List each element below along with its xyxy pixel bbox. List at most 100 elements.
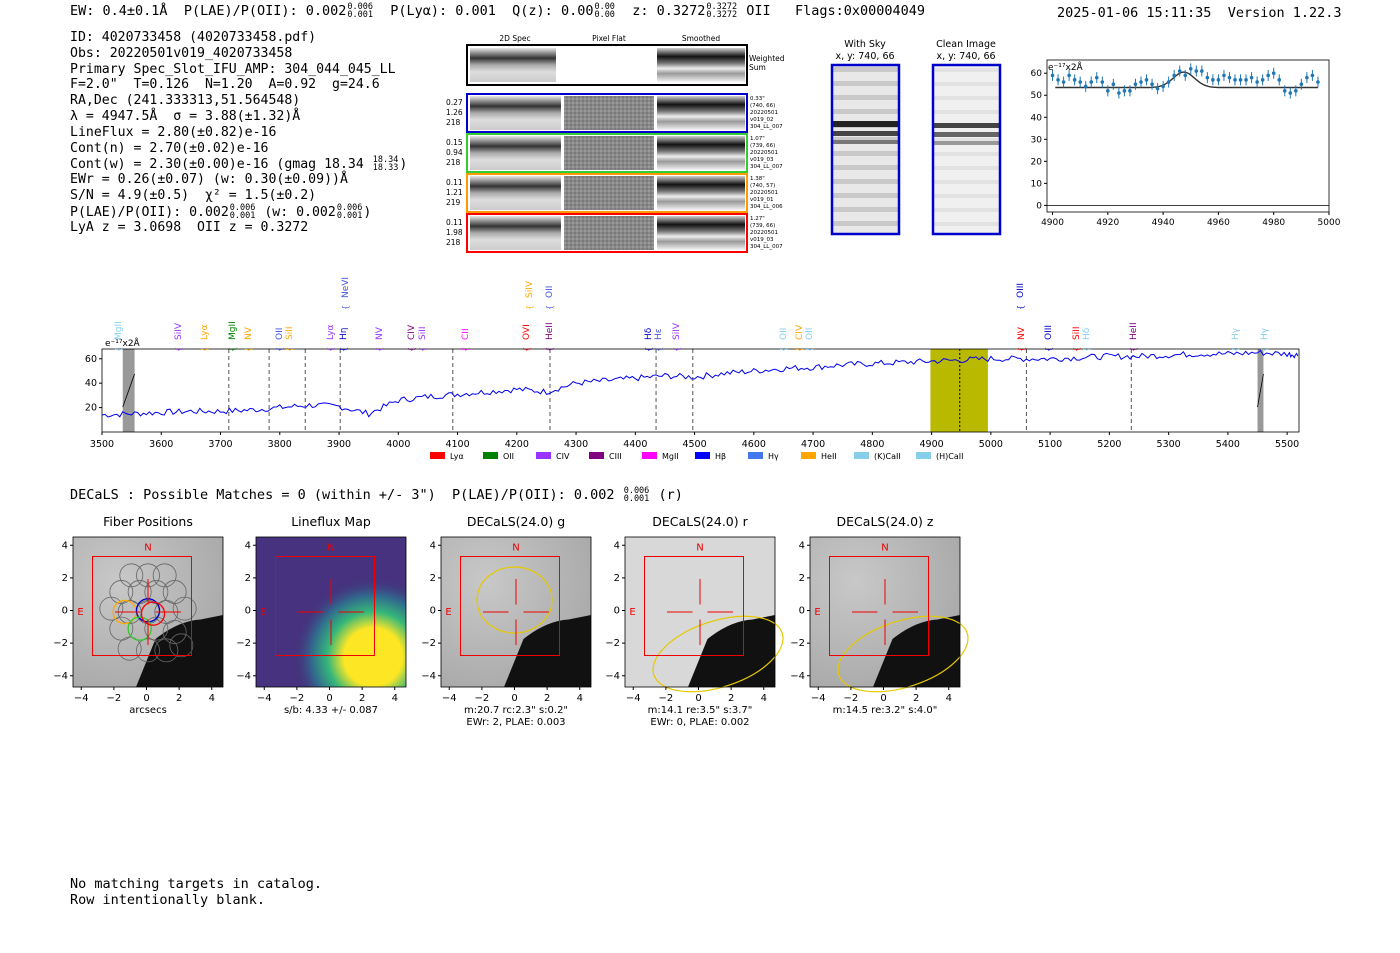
- zoom-point: [1106, 89, 1110, 93]
- fiber-highlight: [127, 616, 152, 641]
- cutout-left-label: 218: [446, 238, 461, 247]
- panel-frame: [72, 536, 224, 688]
- legend-swatch: [589, 452, 604, 459]
- with-sky-frame: [830, 63, 901, 236]
- legend-swatch: [483, 452, 498, 459]
- panel-title: DECaLS(24.0) z: [837, 514, 934, 529]
- east-label: E: [445, 607, 451, 618]
- line-label-upper: OIII: [1016, 283, 1026, 298]
- panel-xtick-label: −4: [442, 693, 457, 704]
- spectrum-xtick-label: 3500: [90, 439, 114, 450]
- legend-label: (H)CaII: [936, 452, 963, 461]
- line-bracket: {: [285, 347, 294, 352]
- footer-line1: No matching targets in catalog.: [70, 876, 322, 892]
- legend-label: HeII: [821, 452, 837, 461]
- zoom-point: [1094, 75, 1099, 80]
- panel-title: Lineflux Map: [291, 514, 371, 529]
- cutout-2d: [470, 136, 561, 170]
- cutout-pixel-flat: [564, 176, 654, 210]
- panel-xtick-label: 2: [544, 693, 550, 704]
- panel-xtick-label: 0: [326, 693, 332, 704]
- panel-ytick-label: 0: [245, 606, 251, 617]
- z-hi: 0.3272: [706, 2, 738, 12]
- legend-swatch: [536, 452, 551, 459]
- line-label-lower: MgII: [228, 321, 238, 340]
- info-plae: P(LAE)/P(OII): 0.002 0.006 0.001 (w: 0.002…: [70, 202, 372, 221]
- panel-xtick-label: 4: [392, 693, 398, 704]
- col-2d-spec: 2D Spec: [499, 34, 530, 43]
- line-bracket: {: [244, 347, 253, 352]
- panel-ytick-label: 2: [799, 573, 805, 584]
- with-sky-xy: x, y: 740, 66: [835, 51, 894, 62]
- panel-ytick-label: 4: [614, 540, 620, 551]
- spectrum-unit: e⁻¹⁷x2Å: [105, 337, 141, 349]
- panel-xtick-label: 0: [511, 693, 517, 704]
- cutout-right-label: 1.38": [750, 176, 765, 182]
- lineflux-glow: [256, 537, 406, 687]
- cutout-right-label: v019_03: [750, 157, 774, 163]
- legend-swatch: [642, 452, 657, 459]
- line-bracket: {: [779, 347, 788, 352]
- sky-stamps: With Sky x, y: 740, 66 Clean Image x, y:…: [830, 39, 1002, 236]
- zoom-point: [1056, 78, 1060, 82]
- panel-ytick-label: −2: [421, 638, 436, 649]
- fit-window: [930, 349, 988, 432]
- east-label: E: [260, 607, 266, 618]
- panel-ytick-label: 2: [430, 573, 436, 584]
- line-bracket: {: [654, 347, 663, 352]
- line-bracket: {: [228, 347, 237, 352]
- cutout-right-label: (740, 66): [750, 103, 775, 109]
- fiber-circle: [169, 633, 194, 658]
- panel-xtick-label: 4: [946, 693, 952, 704]
- cont-w-lo: 18.33: [372, 163, 399, 174]
- plae-header: P(LAE)/P(OII): 0.002: [183, 3, 347, 19]
- z-line: OII: [746, 3, 771, 19]
- legend-swatch: [854, 452, 869, 459]
- line-label-lower: Hδ: [1082, 327, 1092, 340]
- cutout-right-label: 304_LL_007: [750, 124, 783, 130]
- panel-ytick-label: 4: [430, 540, 436, 551]
- spectrum-xtick-label: 5500: [1275, 439, 1299, 450]
- clean-image-title: Clean Image: [936, 39, 996, 50]
- cutout-left-label: 1.26: [446, 108, 463, 117]
- zoom-xtick-label: 4980: [1262, 218, 1285, 228]
- zoom-point: [1139, 80, 1143, 84]
- cutout-left-label: 0.11: [446, 218, 463, 227]
- zoom-point: [1183, 73, 1188, 78]
- panel-xtick-label: 0: [695, 693, 701, 704]
- plae-text: P(LAE)/P(OII): 0.002: [70, 204, 229, 220]
- clean-image-xy: x, y: 740, 66: [936, 51, 995, 62]
- info-cont-w: Cont(w) = 2.30(±0.00)e-16 (gmag 18.34 18…: [70, 155, 408, 174]
- fiber-cutouts: 2D Spec Pixel Flat Smoothed Weighted Sum…: [446, 34, 785, 253]
- line-bracket: {: [418, 347, 427, 352]
- flags-value: Flags:0x00004049: [795, 3, 926, 19]
- cutout-smoothed: [657, 216, 745, 250]
- fiber-circle: [99, 596, 124, 621]
- line-bracket: {: [644, 347, 653, 352]
- legend-swatch: [916, 452, 931, 459]
- north-label: N: [881, 543, 888, 554]
- panel-ytick-label: −4: [421, 671, 436, 682]
- line-label-lower: OII: [805, 328, 815, 340]
- image-panel: DECaLS(24.0) r N E −4 4 −2 2 0 0 2 −2 4 −4 m:14.1 re:…: [605, 514, 784, 728]
- line-bracket: {: [672, 347, 681, 352]
- spectrum-chart: 20 40 60 3500 3600 3700 3800 3900 4000 4100 4200 43…: [85, 277, 1300, 461]
- zoom-point: [1233, 78, 1237, 82]
- zoom-point: [1111, 82, 1116, 87]
- line-label-lower: NV: [375, 326, 385, 340]
- line-label-lower: SiII: [1072, 326, 1082, 340]
- north-label: N: [327, 543, 334, 554]
- fiber-circle: [117, 636, 142, 661]
- info-lambda: λ = 4947.5Å σ = 3.88(±1.32)Å: [70, 108, 301, 124]
- zoom-point: [1266, 73, 1270, 78]
- mask-hatch: [122, 373, 135, 408]
- cutout-right-label: v019_03: [750, 237, 774, 243]
- zoom-point: [1166, 80, 1171, 84]
- spectrum-xtick-label: 5300: [1157, 439, 1181, 450]
- bright-source: [504, 615, 591, 687]
- source-ellipse: [837, 615, 969, 693]
- weighted-sum-smoothed: [657, 48, 745, 82]
- spectrum-xtick-label: 3700: [208, 439, 232, 450]
- zoom-point: [1282, 89, 1287, 93]
